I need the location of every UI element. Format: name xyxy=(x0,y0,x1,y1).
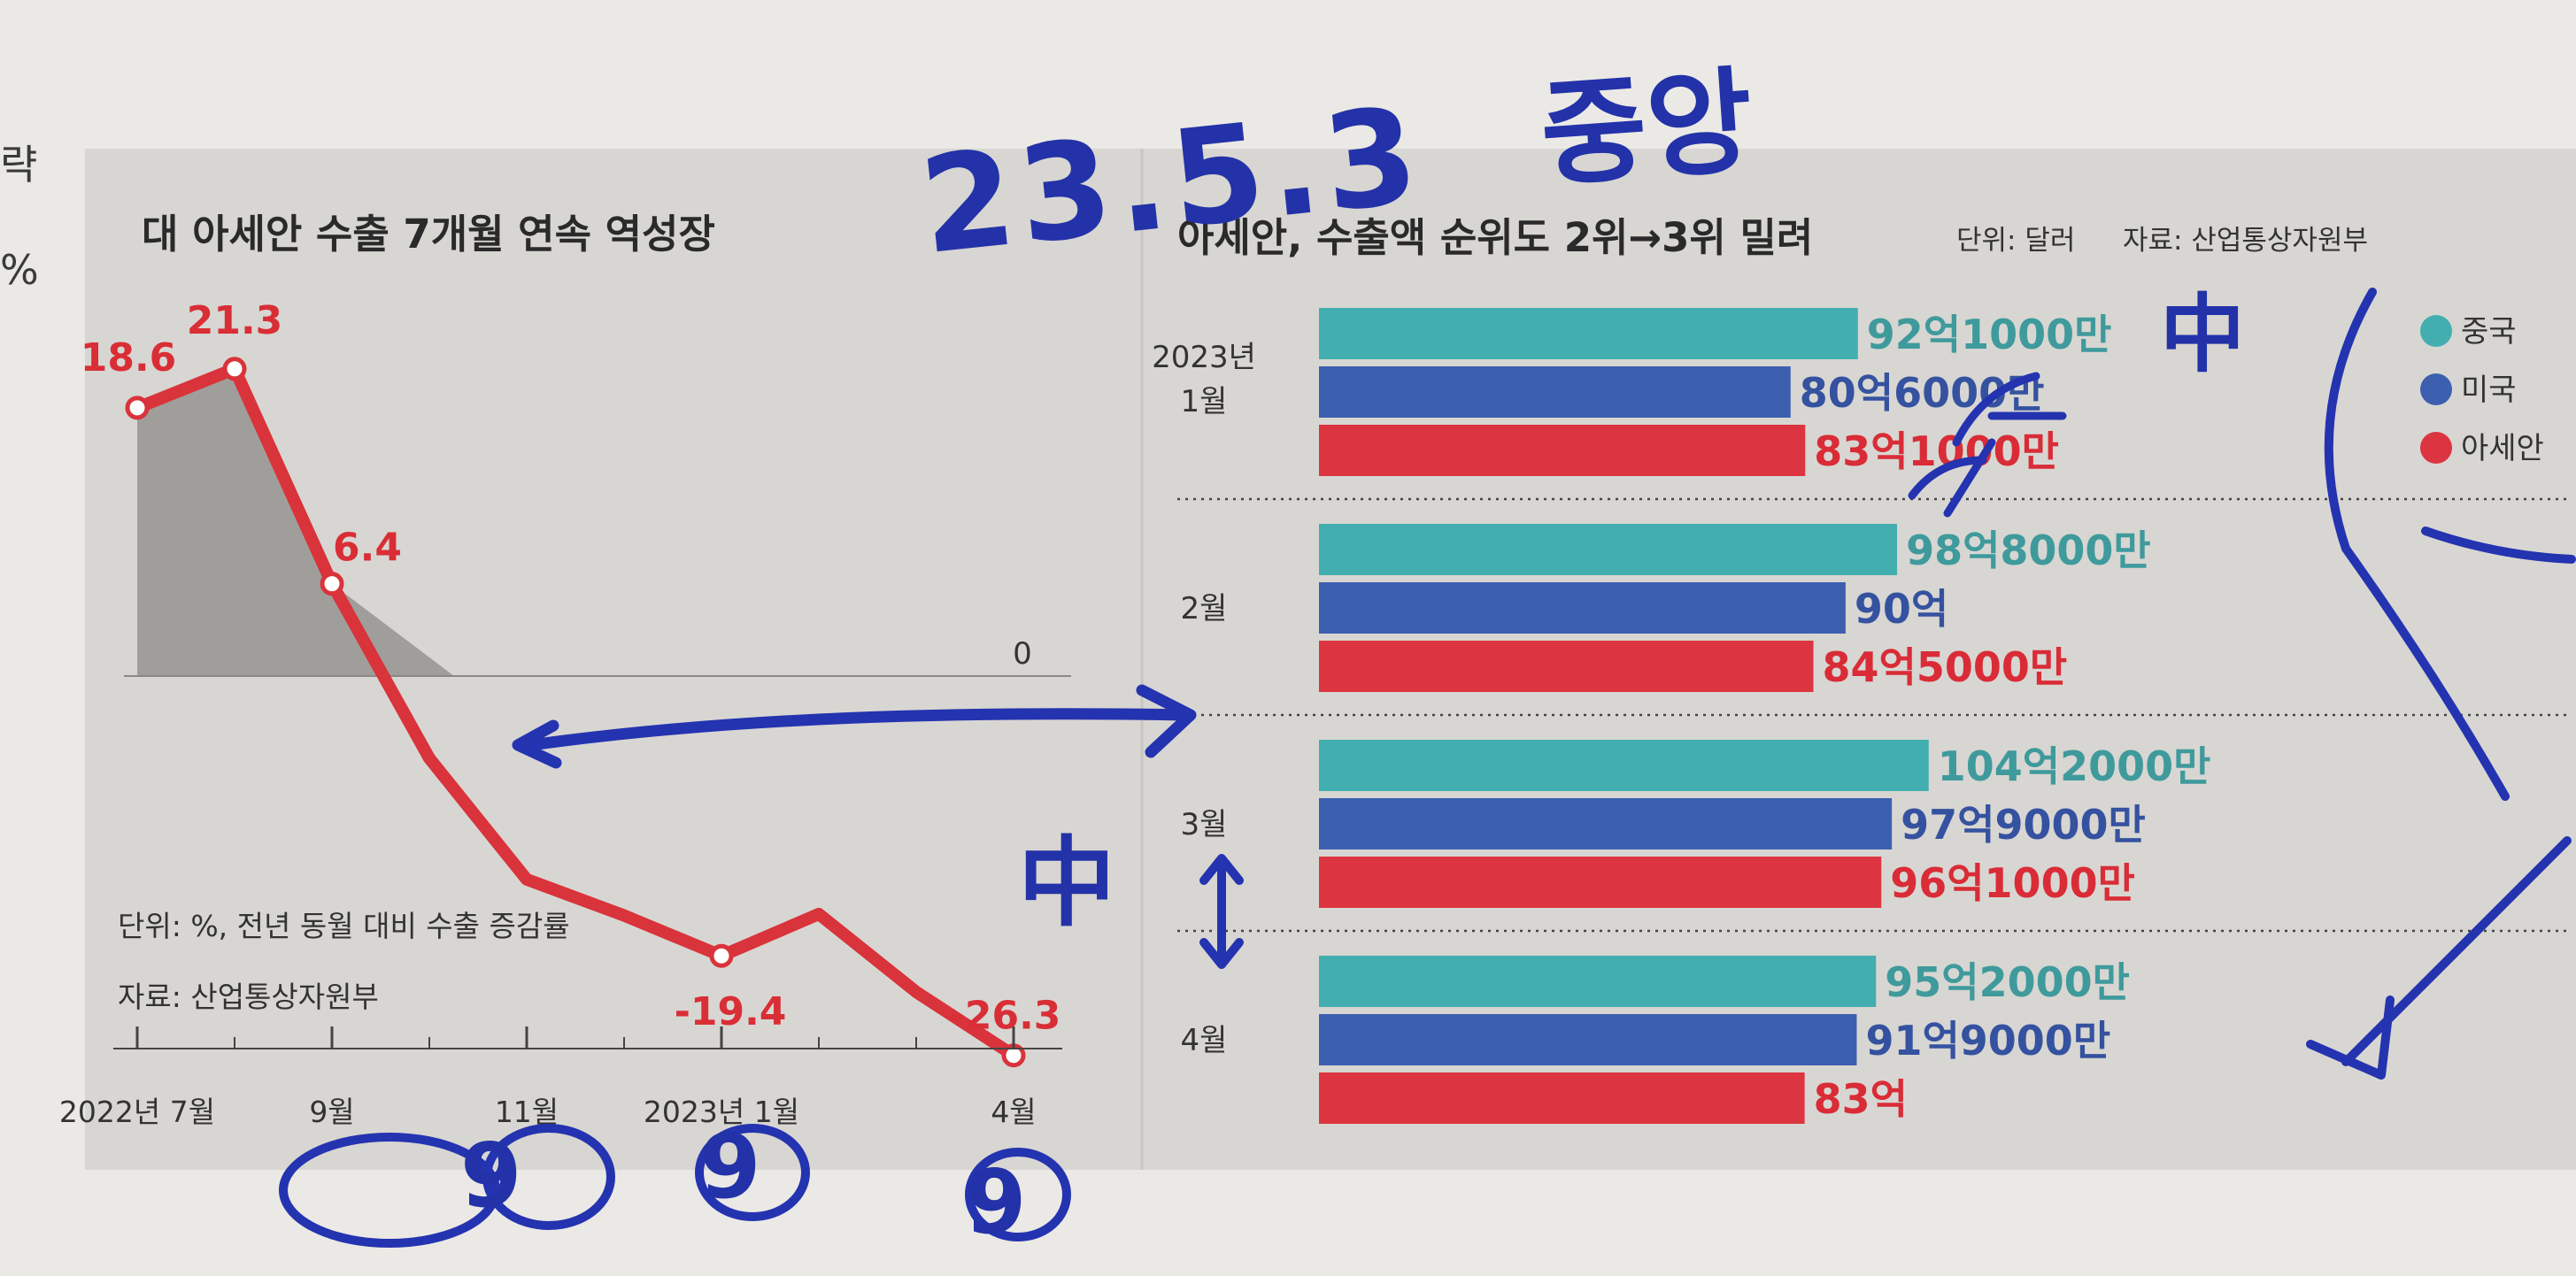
positive-area xyxy=(137,368,454,676)
bar-value-label: 95억2000만 xyxy=(1885,958,2130,1006)
pen-curve-right xyxy=(2324,288,2510,801)
data-point xyxy=(320,572,344,596)
bar-value-label: 84억5000만 xyxy=(1823,643,2068,691)
bar-chart-title: 아세안, 수출액 순위도 2위→3위 밀려 xyxy=(1177,214,1814,261)
handwritten-word: 중앙 xyxy=(1536,53,1757,204)
export-growth-line xyxy=(131,362,1020,1062)
point-label: 18.6 xyxy=(81,335,177,380)
x-tick-label: 2023년 1월 xyxy=(644,1095,799,1129)
legend-swatch xyxy=(2420,373,2452,405)
bar-2-1 xyxy=(1319,641,1814,692)
pen-arrow-shaft xyxy=(525,708,1192,751)
bar-value-label: 91억9000만 xyxy=(1865,1017,2110,1065)
pen-scribble-a xyxy=(1952,372,2067,447)
x-tick-label: 11월 xyxy=(495,1095,559,1129)
bar-1-0 xyxy=(1319,366,1791,418)
handwriting-layer xyxy=(279,288,2576,1248)
legend-label: 미국 xyxy=(2461,373,2517,408)
bar-value-label: 83억 xyxy=(1814,1075,1908,1123)
bar-chart-unit: 단위: 달러 xyxy=(1956,225,2076,257)
bar-2-3 xyxy=(1319,1072,1805,1124)
pen-arrow-head-right xyxy=(1136,684,1197,758)
point-label: -26.3 xyxy=(949,994,1061,1039)
category-label: 4월 xyxy=(1181,1023,1228,1058)
bar-1-3 xyxy=(1319,1014,1857,1065)
pen-circle-3 xyxy=(965,1148,1071,1241)
bar-value-label: 90억 xyxy=(1855,585,1948,633)
handwritten-circle-3: 9 xyxy=(699,1115,761,1218)
bar-value-label: 104억2000만 xyxy=(1938,742,2211,790)
legend-label: 중국 xyxy=(2461,314,2517,350)
pen-circle-0 xyxy=(279,1133,500,1248)
x-tick-label: 4월 xyxy=(991,1095,1036,1129)
category-label: 2월 xyxy=(1181,591,1228,626)
edge-text-percent: % xyxy=(0,246,39,294)
bar-value-label: 83억1000만 xyxy=(1814,427,2059,475)
bar-2-2 xyxy=(1319,857,1882,908)
data-point xyxy=(125,396,150,420)
bar-0-3 xyxy=(1319,956,1877,1007)
bar-value-label: 98억8000만 xyxy=(1906,527,2151,574)
line-chart-title: 대 아세안 수출 7개월 연속 역성장 xyxy=(142,211,715,258)
pen-circle-1 xyxy=(482,1124,615,1230)
bar-chart: 2023년 1월 92억1000만 80억6000만 83억1000만 2월 98억8000… xyxy=(1152,308,2567,1124)
data-point xyxy=(709,943,734,968)
handwritten-bracket-mark: 中 xyxy=(1018,826,1115,940)
handwritten-circle-4: 9 xyxy=(965,1150,1027,1254)
bar-0-2 xyxy=(1319,740,1929,791)
zero-label: 0 xyxy=(1013,636,1032,672)
bar-1-1 xyxy=(1319,582,1846,634)
handwritten-china-mark: 中 xyxy=(2160,285,2245,384)
pen-circle-2 xyxy=(695,1124,810,1221)
legend-swatch xyxy=(2420,315,2452,347)
bar-1-2 xyxy=(1319,798,1893,849)
bar-value-label: 97억9000만 xyxy=(1901,801,2146,849)
x-tick-label: 9월 xyxy=(309,1095,354,1129)
bar-value-label: 80억6000만 xyxy=(1800,369,2045,417)
bar-0-1 xyxy=(1319,524,1898,575)
line-chart-unit: 단위: %, 전년 동월 대비 수출 증감률 xyxy=(118,909,570,943)
legend-swatch xyxy=(2420,432,2452,464)
bar-chart-source: 자료: 산업통상자원부 xyxy=(2123,225,2368,257)
pen-line-right xyxy=(2421,527,2576,564)
category-label: 3월 xyxy=(1181,807,1228,842)
point-label: -19.4 xyxy=(675,989,787,1034)
bar-value-label: 96억1000만 xyxy=(1890,859,2135,907)
line-chart: 0 18.621.3 6.4 -19.4 -26.3 2022년 7월 9월 11월 2023년… xyxy=(59,298,1071,1129)
bar-0-0 xyxy=(1319,308,1858,359)
category-label: 1월 xyxy=(1181,384,1228,419)
pen-double-arrow xyxy=(1199,854,1244,969)
pen-diagonal xyxy=(2341,836,2572,1066)
x-tick-label: 2022년 7월 xyxy=(59,1095,215,1129)
line-chart-source: 자료: 산업통상자원부 xyxy=(118,980,379,1014)
pen-arrow-head-left xyxy=(512,719,562,769)
edge-text-top: 략 xyxy=(0,141,38,188)
handwritten-circle-2: 9 xyxy=(460,1124,522,1227)
legend-label: 아세안 xyxy=(2461,431,2544,466)
category-label: 2023년 xyxy=(1152,340,1256,375)
bar-value-label: 92억1000만 xyxy=(1867,311,2112,358)
point-label: 21.3 xyxy=(187,298,283,343)
data-point xyxy=(222,357,247,381)
point-label: 6.4 xyxy=(333,526,402,571)
pen-scribble-b xyxy=(1908,438,1996,518)
bar-2-0 xyxy=(1319,425,1806,476)
